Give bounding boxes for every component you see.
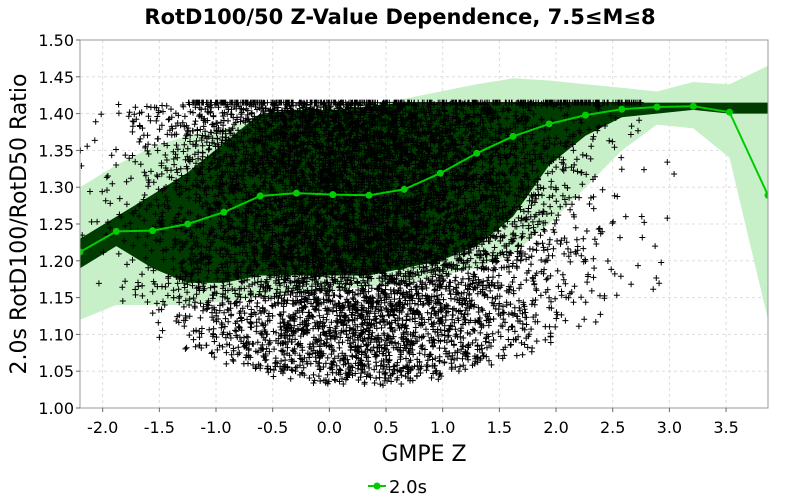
data-point-marker [220, 208, 228, 216]
data-point-marker [256, 192, 264, 200]
data-point-marker [653, 103, 661, 111]
line-layer [80, 102, 768, 256]
x-tick-label: 2.5 [600, 418, 625, 437]
x-tick-label: 3.0 [657, 418, 682, 437]
x-tick-label: 2.0 [543, 418, 568, 437]
x-axis-title: GMPE Z [381, 442, 466, 467]
x-tick-label: 0.0 [317, 418, 342, 437]
x-tick-label: -0.5 [257, 418, 288, 437]
legend-marker-swatch [373, 482, 381, 490]
x-tick-label: 1.5 [487, 418, 512, 437]
data-point-marker [726, 108, 733, 116]
data-point-marker [184, 220, 192, 228]
y-tick-label: 1.25 [38, 215, 74, 234]
data-point-marker [112, 227, 120, 235]
y-tick-label: 1.10 [38, 325, 74, 344]
data-point-marker [149, 227, 156, 235]
data-point-marker [400, 185, 408, 193]
x-tick-label: -1.5 [144, 418, 175, 437]
y-axis-title: 2.0s RotD100/RotD50 Ratio [7, 74, 32, 375]
data-point-marker [689, 102, 697, 110]
data-point-marker [365, 191, 373, 199]
x-tick-label: 0.5 [373, 418, 398, 437]
data-point-marker [293, 189, 300, 197]
x-tick-label: 3.5 [713, 418, 738, 437]
data-point-marker [764, 191, 768, 199]
y-tick-label: 1.30 [38, 178, 74, 197]
y-tick-label: 1.20 [38, 252, 74, 271]
legend: 2.0s [368, 477, 427, 498]
data-point-marker [545, 120, 553, 128]
y-tick-label: 1.00 [38, 399, 74, 418]
data-point-marker [436, 169, 444, 177]
y-tick-label: 1.40 [38, 105, 74, 124]
x-tick-label: 1.0 [430, 418, 455, 437]
data-point-marker [329, 191, 337, 199]
scatter-points [80, 99, 678, 389]
legend-label: 2.0s [389, 477, 427, 498]
x-tick-label: -2.0 [87, 418, 118, 437]
y-tick-label: 1.50 [38, 31, 74, 50]
data-point-marker [473, 149, 481, 157]
y-tick-label: 1.05 [38, 362, 74, 381]
y-tick-label: 1.45 [38, 68, 74, 87]
data-point-marker [582, 111, 589, 119]
y-tick-label: 1.15 [38, 289, 74, 308]
data-point-marker [80, 248, 84, 256]
x-tick-label: -1.0 [200, 418, 231, 437]
x-axis: -2.0 -1.5 -1.0 -0.5 0.0 0.5 1.0 1.5 2.0 2.5 3.0 3.5 [87, 408, 739, 437]
y-tick-label: 1.35 [38, 141, 74, 160]
chart-title: RotD100/50 Z-Value Dependence, 7.5≤M≤8 [144, 5, 655, 29]
data-point-marker [618, 105, 626, 113]
data-point-marker [509, 132, 517, 140]
series-line-2-0s [80, 105, 768, 253]
scatter-layer [80, 99, 678, 389]
y-axis: 1.00 1.05 1.10 1.15 1.20 1.25 1.30 1.35 1.40 1.45… [38, 31, 80, 418]
